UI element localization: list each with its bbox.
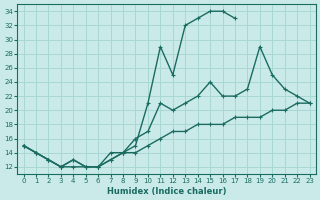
X-axis label: Humidex (Indice chaleur): Humidex (Indice chaleur) <box>107 187 226 196</box>
